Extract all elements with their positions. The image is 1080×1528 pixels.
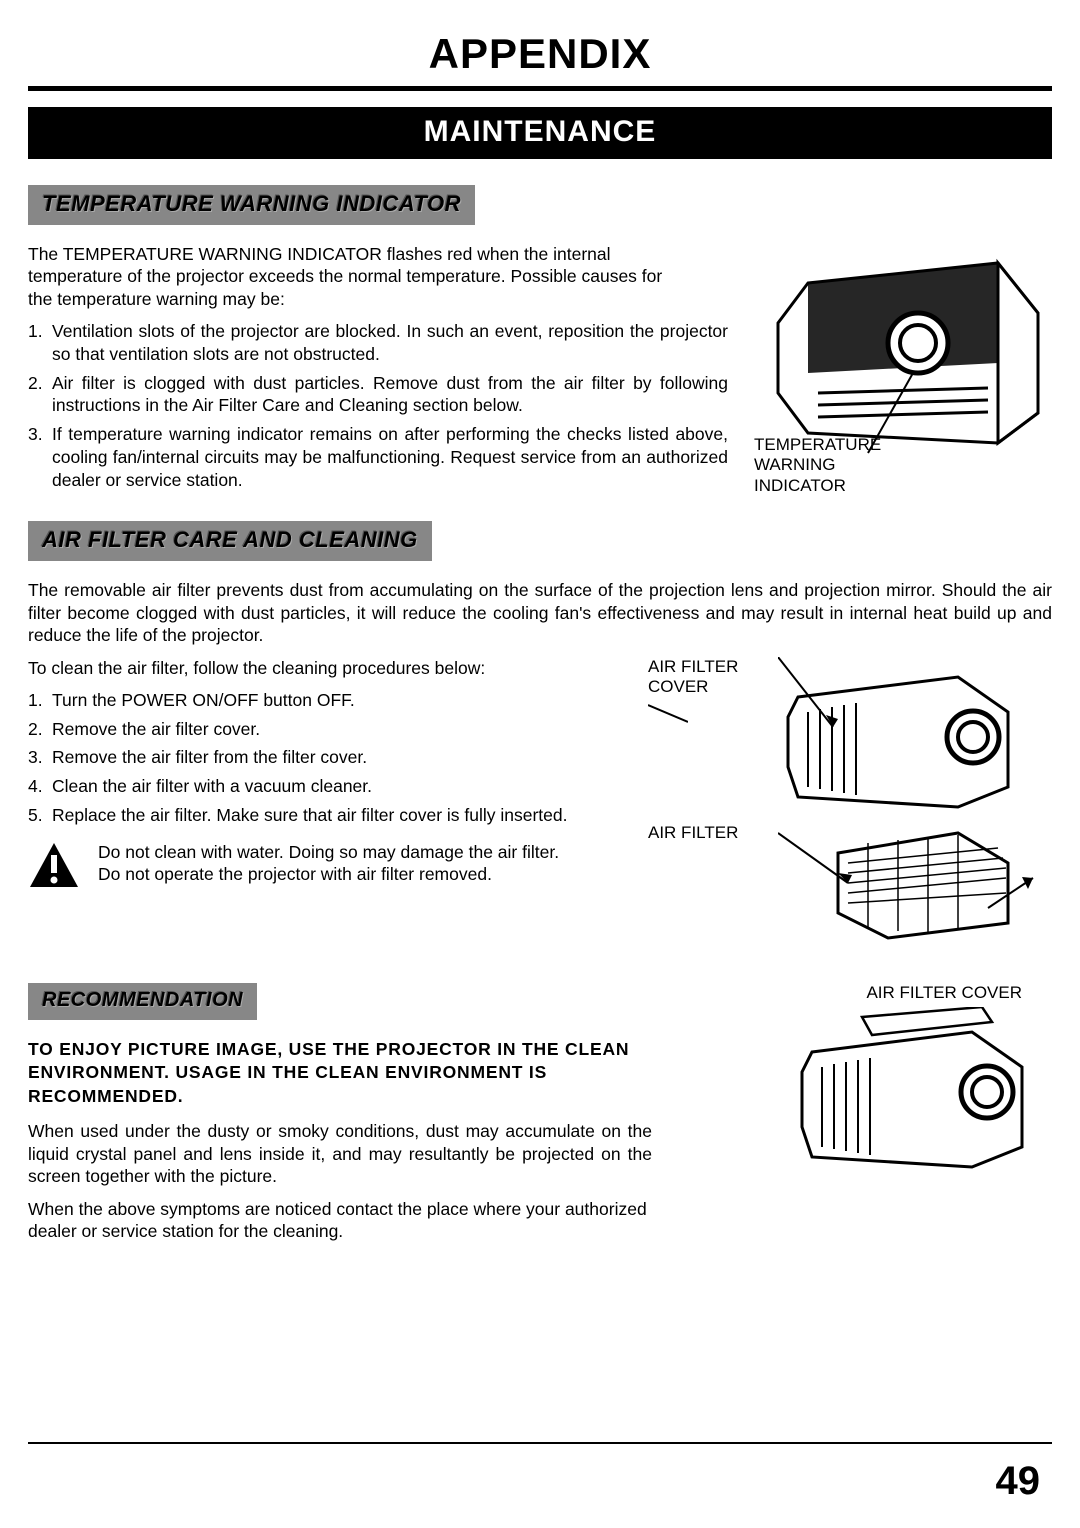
air-filter-figure bbox=[778, 823, 1038, 943]
list-item: 2.Air filter is clogged with dust partic… bbox=[28, 372, 728, 418]
rec-bold-text: TO ENJOY PICTURE IMAGE, USE THE PROJECTO… bbox=[28, 1038, 652, 1109]
list-item: 2.Remove the air filter cover. bbox=[28, 718, 628, 741]
airfilter-lead: To clean the air filter, follow the clea… bbox=[28, 657, 628, 679]
warning-line: Do not operate the projector with air fi… bbox=[98, 863, 559, 886]
airfilter-intro: The removable air filter prevents dust f… bbox=[28, 579, 1052, 646]
heading-temp-warning: TEMPERATURE WARNING INDICATOR bbox=[28, 185, 475, 225]
rec-p2: When the above symptoms are noticed cont… bbox=[28, 1198, 652, 1243]
projector-figure-1 bbox=[748, 243, 1048, 463]
projector-figure-3 bbox=[792, 1007, 1052, 1177]
figure-label-cover2: AIR FILTER COVER bbox=[672, 983, 1052, 1003]
list-item: 3.Remove the air filter from the filter … bbox=[28, 746, 628, 769]
figure-label-temp: TEMPERATURE WARNING INDICATOR bbox=[754, 435, 904, 496]
warning-line: Do not clean with water. Doing so may da… bbox=[98, 841, 559, 864]
list-item: 5.Replace the air filter. Make sure that… bbox=[28, 804, 628, 827]
banner-maintenance: MAINTENANCE bbox=[28, 107, 1052, 159]
heading-air-filter: AIR FILTER CARE AND CLEANING bbox=[28, 521, 432, 561]
page-number: 49 bbox=[996, 1459, 1041, 1504]
heading-recommendation: RECOMMENDATION bbox=[28, 983, 257, 1020]
rec-p1: When used under the dusty or smoky condi… bbox=[28, 1120, 652, 1187]
list-item: 3.If temperature warning indicator remai… bbox=[28, 423, 728, 491]
rule-bottom bbox=[28, 1442, 1052, 1444]
list-item: 1.Turn the POWER ON/OFF button OFF. bbox=[28, 689, 628, 712]
list-item: 1.Ventilation slots of the projector are… bbox=[28, 320, 728, 366]
projector-figure-cover bbox=[778, 657, 1038, 817]
page-title: APPENDIX bbox=[28, 30, 1052, 78]
list-item: 4.Clean the air filter with a vacuum cle… bbox=[28, 775, 628, 798]
figure-label-cover1: AIR FILTER COVER bbox=[648, 657, 768, 698]
temp-intro: The TEMPERATURE WARNING INDICATOR flashe… bbox=[28, 243, 668, 310]
warning-icon bbox=[28, 841, 80, 894]
rule-top bbox=[28, 86, 1052, 91]
figure-label-filter: AIR FILTER bbox=[648, 823, 768, 843]
